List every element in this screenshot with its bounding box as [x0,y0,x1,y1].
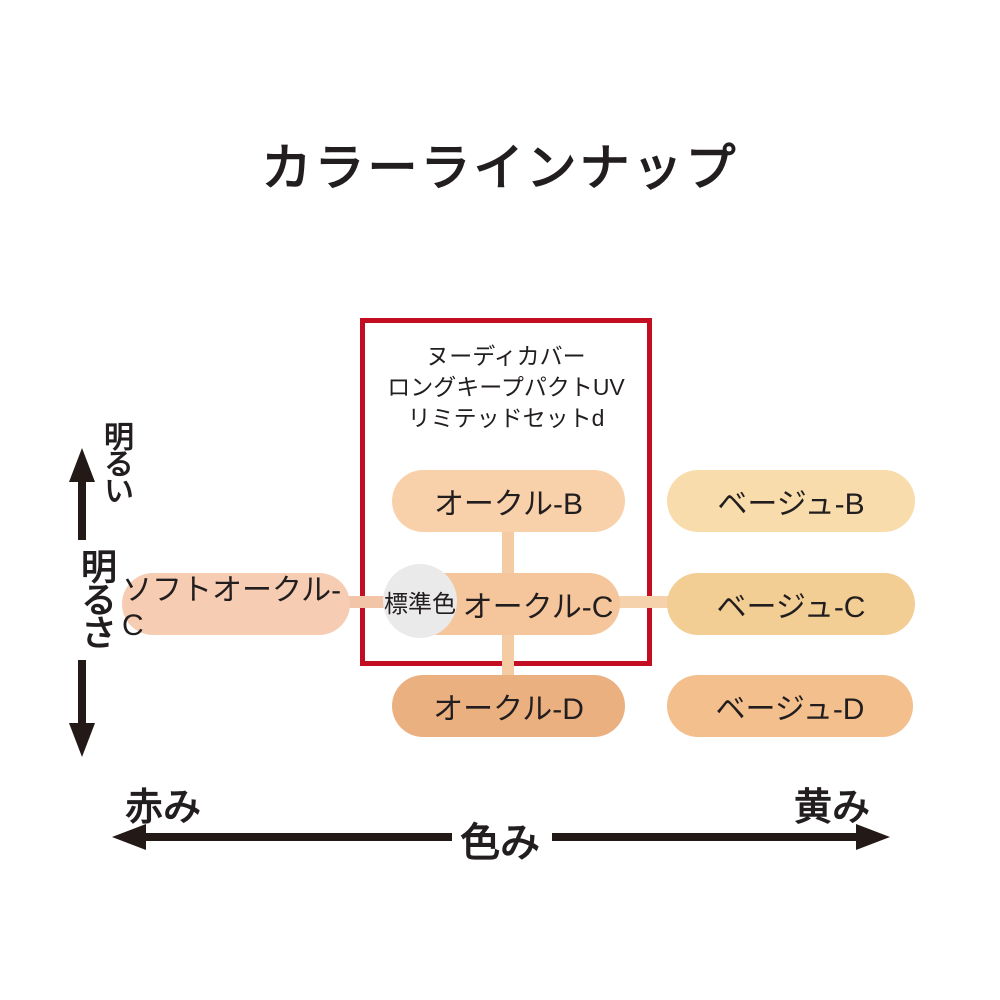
arrow-up-icon [69,448,95,482]
product-name-line3: リミテッドセットd [407,405,605,431]
shade-pill-beige-d: ベージュ-D [667,675,913,737]
axis-horizontal-right-shaft [552,833,856,841]
shade-pill-ochre-d: オークル-D [392,675,625,737]
connector-ochre-b-to-c [502,520,514,580]
axis-title-brightness: 明るさ [76,548,117,647]
arrow-left-icon [112,824,146,850]
arrow-right-icon [856,824,890,850]
product-name: ヌーディカバー ロングキープパクトUV リミテッドセットd [360,341,652,434]
standard-color-badge: 標準色 [383,564,457,638]
product-name-line1: ヌーディカバー [426,343,586,369]
connector-ochre-c-to-d [502,625,514,687]
axis-label-yellowness: 黄み [794,787,871,829]
shade-pill-soft-ochre-c: ソフトオークル-C [122,573,350,642]
page-title: カラーラインナップ [261,140,739,196]
shade-pill-beige-b: ベージュ-B [667,470,915,532]
axis-label-bright: 明るい [99,421,132,502]
connector-ochre-c-to-beige-c [610,596,674,608]
axis-label-redness: 赤み [125,787,202,829]
axis-title-hue: 色み [460,821,540,865]
connector-soft-ochre-to-standard [338,596,394,608]
arrow-down-icon [69,723,95,757]
axis-horizontal-left-shaft [144,833,452,841]
product-name-line2: ロングキープパクトUV [387,374,625,400]
shade-pill-beige-c: ベージュ-C [667,573,915,635]
axis-vertical-lower-shaft [78,660,86,724]
axis-vertical-upper-shaft [78,478,86,540]
shade-pill-ochre-b: オークル-B [392,470,625,532]
